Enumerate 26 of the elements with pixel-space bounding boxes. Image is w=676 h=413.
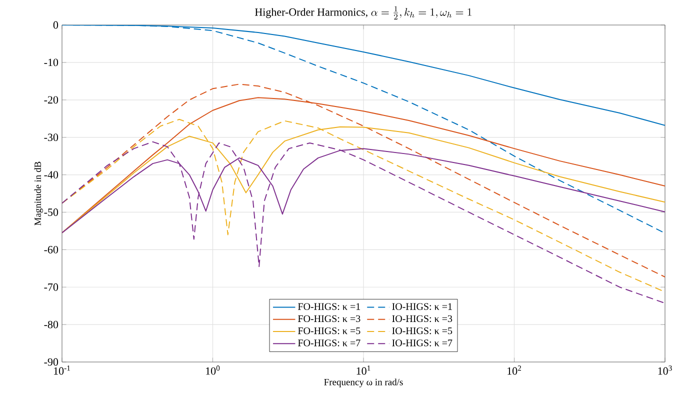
- legend-label: IO-HIGS: κ =5: [392, 327, 452, 334]
- legend-label: FO-HIGS: κ =5: [298, 327, 360, 334]
- x-tick-label: 10$^{-1}$: [54, 366, 70, 375]
- y-tick-label: -80: [44, 320, 58, 328]
- y-tick-label: 0: [53, 21, 58, 29]
- legend-label: FO-HIGS: κ =1: [298, 303, 360, 310]
- y-axis-title: Magnitude in dB: [34, 162, 43, 226]
- y-tick-label: -70: [44, 283, 58, 291]
- chart-title: $\text{Higher-Order Harmonics, }\alpha=\frac{1}{2}, k_h=1, \omega_h=1$: [254, 6, 472, 20]
- legend-label: FO-HIGS: κ =3: [298, 315, 360, 322]
- y-tick-label: -40: [44, 171, 58, 178]
- legend-label: IO-HIGS: κ =7: [392, 340, 452, 346]
- legend-label: IO-HIGS: κ =1: [392, 303, 452, 310]
- y-tick-label: -30: [44, 134, 58, 142]
- y-tick-label: -20: [44, 96, 58, 104]
- x-tick-label: 10$^{0}$: [206, 366, 220, 375]
- y-tick-label: -60: [44, 246, 58, 254]
- legend-label: FO-HIGS: κ =7: [298, 340, 360, 346]
- x-tick-label: 10$^{2}$: [508, 366, 521, 375]
- legend-label: IO-HIGS: κ =3: [392, 315, 452, 322]
- y-tick-label: -50: [44, 208, 58, 216]
- y-tick-label: -90: [44, 358, 58, 366]
- y-tick-label: -10: [44, 58, 58, 66]
- x-tick-label: 10$^{3}$: [658, 366, 672, 375]
- x-axis-title: Frequency ω in rad/s: [324, 378, 403, 388]
- x-tick-label: 10$^{1}$: [356, 366, 370, 375]
